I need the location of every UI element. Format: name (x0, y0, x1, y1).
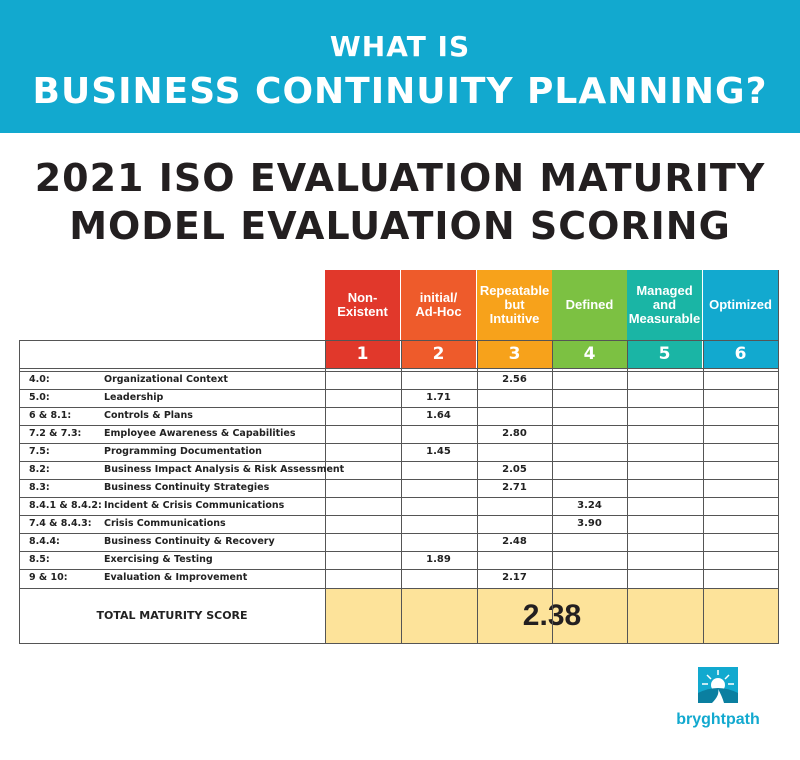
row-section-code: 7.2 & 7.3: (29, 428, 82, 439)
level-header-1: Non- Existent (325, 270, 401, 340)
level-number-1: 1 (325, 340, 401, 368)
page-heading-line2: MODEL EVALUATION SCORING (69, 204, 731, 248)
row-score: 2.80 (502, 428, 527, 439)
page-heading-line1: 2021 ISO EVALUATION MATURITY (34, 156, 766, 200)
level-number-2: 2 (401, 340, 477, 368)
bryghtpath-logo-text: bryghtpath (676, 711, 760, 728)
level-header-3: Repeatable but Intuitive (477, 270, 553, 340)
row-score: 3.90 (577, 518, 602, 529)
row-section-name: Controls & Plans (104, 410, 193, 421)
row-section-name: Exercising & Testing (104, 554, 213, 565)
table-column-divider (477, 340, 478, 643)
row-section-code: 8.4.4: (29, 536, 60, 547)
bryghtpath-logo-icon (698, 667, 738, 703)
row-section-name: Programming Documentation (104, 446, 262, 457)
table-header-divider (19, 368, 779, 369)
table-column-divider (552, 340, 553, 643)
table-row-divider (19, 479, 779, 480)
table-row-divider (19, 461, 779, 462)
row-section-code: 7.5: (29, 446, 50, 457)
row-section-name: Incident & Crisis Communications (104, 500, 285, 511)
row-score: 1.71 (426, 392, 451, 403)
level-number-5: 5 (627, 340, 703, 368)
table-border-right (778, 270, 779, 643)
table-column-divider (627, 340, 628, 643)
table-border-top (19, 340, 779, 341)
table-column-divider (703, 340, 704, 643)
row-section-code: 8.5: (29, 554, 50, 565)
table-row-divider (19, 389, 779, 390)
table-border-left (19, 340, 20, 643)
level-number-4: 4 (552, 340, 628, 368)
row-section-code: 9 & 10: (29, 572, 68, 583)
row-section-name: Business Impact Analysis & Risk Assessme… (104, 464, 345, 475)
row-score: 3.24 (577, 500, 602, 511)
table-row-divider (19, 407, 779, 408)
table-column-divider (325, 340, 326, 643)
table-column-divider (401, 340, 402, 643)
row-section-code: 8.4.1 & 8.4.2: (29, 500, 102, 511)
banner-title-line2: BUSINESS CONTINUITY PLANNING? (32, 71, 768, 112)
row-section-name: Organizational Context (104, 374, 228, 385)
table-row-divider (19, 588, 779, 589)
banner-title-line1: WHAT IS (329, 30, 471, 63)
total-maturity-label: TOTAL MATURITY SCORE (96, 609, 248, 622)
table-row-divider (19, 551, 779, 552)
row-section-name: Evaluation & Improvement (104, 572, 248, 583)
level-header-4: Defined (552, 270, 628, 340)
level-number-6: 6 (703, 340, 779, 368)
row-score: 2.05 (502, 464, 527, 475)
row-score: 1.64 (426, 410, 451, 421)
row-section-code: 8.2: (29, 464, 50, 475)
table-row-divider (19, 533, 779, 534)
row-section-code: 4.0: (29, 374, 50, 385)
row-score: 2.56 (502, 374, 527, 385)
title-banner: WHAT IS BUSINESS CONTINUITY PLANNING? (0, 0, 800, 133)
table-row-divider (19, 497, 779, 498)
row-section-name: Business Continuity Strategies (104, 482, 270, 493)
row-score: 2.17 (502, 572, 527, 583)
table-border-bottom (19, 643, 779, 644)
table-row-divider (19, 425, 779, 426)
level-number-3: 3 (477, 340, 553, 368)
level-header-6: Optimized (703, 270, 779, 340)
row-section-name: Crisis Communications (104, 518, 226, 529)
row-score: 1.89 (426, 554, 451, 565)
row-section-code: 6 & 8.1: (29, 410, 72, 421)
row-section-name: Business Continuity & Recovery (104, 536, 275, 547)
table-row-divider (19, 515, 779, 516)
table-row-divider (19, 569, 779, 570)
row-score: 2.48 (502, 536, 527, 547)
row-score: 2.71 (502, 482, 527, 493)
table-row-divider (19, 371, 779, 372)
row-section-name: Leadership (104, 392, 164, 403)
row-section-code: 5.0: (29, 392, 50, 403)
row-score: 1.45 (426, 446, 451, 457)
maturity-scoring-table: TOTAL MATURITY SCORE 2.38 Non- Existent 1… (19, 270, 779, 644)
level-header-5: Managed and Measurable (627, 270, 703, 340)
table-row-divider (19, 443, 779, 444)
row-section-code: 7.4 & 8.4.3: (29, 518, 92, 529)
row-section-name: Employee Awareness & Capabilities (104, 428, 296, 439)
row-section-code: 8.3: (29, 482, 50, 493)
level-header-2: initial/ Ad-Hoc (401, 270, 477, 340)
